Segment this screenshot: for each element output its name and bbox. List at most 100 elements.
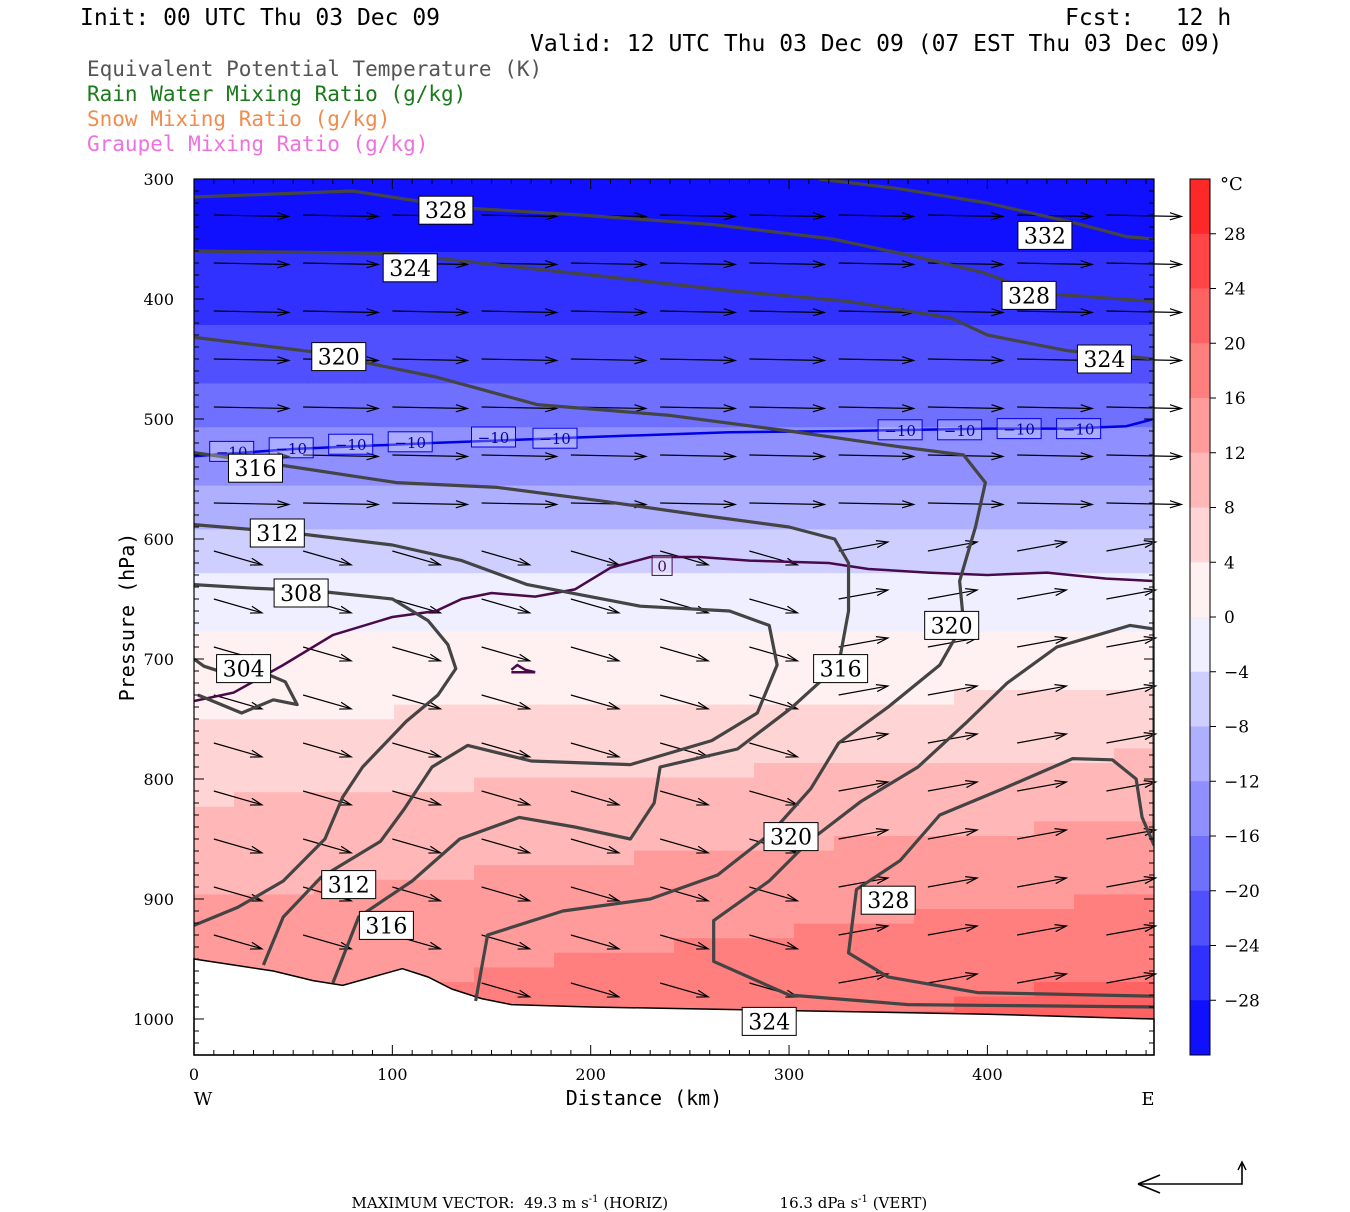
temperature-cell <box>554 281 595 297</box>
temperature-cell <box>674 222 715 239</box>
wind-vector <box>481 886 530 902</box>
temperature-cell <box>1034 368 1075 385</box>
colorbar-unit: °C <box>1220 174 1243 195</box>
temperature-cell <box>274 704 315 721</box>
temperature-cell <box>994 485 1035 502</box>
wind-vector <box>927 877 978 888</box>
temperature-cell <box>914 544 955 560</box>
temperature-cell <box>354 617 395 633</box>
temperature-cell <box>394 339 435 356</box>
temperature-cell <box>754 733 795 750</box>
temperature-cell <box>274 325 315 341</box>
wind-vector-head <box>875 876 890 885</box>
temperature-cell <box>1074 865 1115 881</box>
temperature-cell <box>554 675 595 691</box>
theta-e-label-box <box>1017 220 1073 250</box>
temperature-cell <box>754 792 795 808</box>
temperature-cell <box>314 733 355 750</box>
temperature-cell <box>914 763 955 779</box>
temperature-cell <box>754 952 795 969</box>
wind-vector-head <box>455 452 470 461</box>
temperature-cell <box>834 806 875 823</box>
temperature-cell <box>1114 252 1154 268</box>
temperature-cell <box>1074 208 1115 224</box>
temperature-cell <box>194 325 235 341</box>
isotherm-label: −10 <box>1063 421 1095 439</box>
temperature-cell <box>794 850 835 867</box>
wind-vector-head <box>366 260 381 269</box>
colorbar-bin <box>1190 507 1210 563</box>
temperature-cell <box>474 514 515 531</box>
theta-e-contour <box>194 451 851 984</box>
temperature-cell <box>794 471 835 487</box>
temperature-cell <box>834 850 875 867</box>
temperature-cell <box>274 412 315 429</box>
wind-vector-head <box>696 941 711 950</box>
temperature-cell <box>314 456 355 472</box>
temperature-cell <box>194 763 235 779</box>
wind-vector <box>1017 877 1067 888</box>
wind-vector <box>481 982 530 998</box>
temperature-cell <box>554 806 595 823</box>
wind-vector <box>213 550 263 566</box>
temperature-cell <box>1034 456 1075 472</box>
temperature-cell <box>794 339 835 356</box>
temperature-cell <box>354 383 395 399</box>
temperature-cell <box>274 471 315 487</box>
temperature-cell <box>874 529 915 545</box>
temperature-cell <box>1074 938 1115 954</box>
temperature-cell <box>874 631 915 648</box>
wind-vector <box>481 358 557 362</box>
wind-vector-head <box>249 797 264 806</box>
temperature-cell <box>674 325 715 341</box>
temperature-cell <box>754 412 795 429</box>
temperature-cell <box>834 573 875 589</box>
temperature-cell <box>514 514 555 531</box>
temperature-cell <box>314 777 355 794</box>
temperature-cell <box>194 383 235 399</box>
temperature-cell <box>914 500 955 516</box>
wind-vector <box>1017 310 1093 314</box>
wind-vector-head <box>1080 452 1095 461</box>
temperature-cell <box>954 763 995 779</box>
temperature-cell <box>194 587 235 604</box>
temperature-cell <box>554 690 595 706</box>
temperature-cell <box>434 354 475 370</box>
temperature-cell <box>954 368 995 385</box>
temperature-cell <box>794 456 835 472</box>
wind-vector-head <box>901 212 916 221</box>
temperature-cell <box>674 850 715 867</box>
temperature-cell <box>954 354 995 370</box>
temperature-cell <box>954 398 995 414</box>
temperature-cell <box>234 777 275 794</box>
wind-vector-head <box>339 701 354 710</box>
wind-vector-head <box>606 893 621 902</box>
temperature-cell <box>914 427 955 443</box>
temperature-cell <box>514 821 555 837</box>
wind-vector <box>1017 454 1093 458</box>
temperature-cell <box>354 368 395 385</box>
temperature-cell <box>1034 252 1075 268</box>
wind-vector-head <box>606 797 621 806</box>
temperature-cell <box>594 748 635 764</box>
temperature-cell <box>674 836 715 852</box>
temperature-cell <box>474 675 515 691</box>
wind-vector <box>659 790 709 806</box>
temperature-cell <box>674 427 715 443</box>
temperature-cell <box>834 529 875 545</box>
temperature-cell <box>1074 967 1115 983</box>
temperature-cell <box>394 587 435 604</box>
wind-vector <box>1106 589 1156 600</box>
temperature-cell <box>554 310 595 326</box>
temperature-cell <box>954 544 995 560</box>
temperature-cell <box>474 602 515 618</box>
temperature-cell <box>554 354 595 370</box>
temperature-cell <box>474 456 515 472</box>
temperature-cell <box>434 879 475 896</box>
temperature-cell <box>394 821 435 837</box>
temperature-cell <box>674 529 715 545</box>
temperature-cell <box>994 763 1035 779</box>
wind-vector <box>213 358 289 362</box>
temperature-cell <box>354 558 395 575</box>
theta-e-label: 324 <box>389 257 431 282</box>
